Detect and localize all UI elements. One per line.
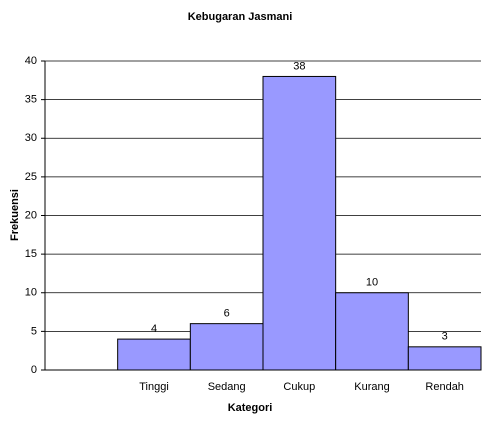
data-label: 4 xyxy=(151,323,157,335)
x-tick-label: Rendah xyxy=(425,381,464,393)
y-tick-label: 0 xyxy=(31,364,37,376)
y-tick-label: 15 xyxy=(25,248,37,260)
bar xyxy=(117,338,191,371)
bar xyxy=(189,323,264,371)
y-tick-label: 10 xyxy=(25,287,37,299)
x-tick-label: Sedang xyxy=(208,381,246,393)
data-label: 3 xyxy=(442,331,448,343)
y-tick-label: 25 xyxy=(25,171,37,183)
bar xyxy=(335,292,409,371)
x-tick-label: Tinggi xyxy=(139,381,169,393)
x-axis-label: Kategori xyxy=(228,402,273,414)
x-tick-label: Kurang xyxy=(354,381,389,393)
x-tick-label: Cukup xyxy=(283,381,315,393)
bar xyxy=(262,75,337,371)
data-label: 38 xyxy=(293,60,305,72)
y-tick-label: 20 xyxy=(25,209,37,221)
bar xyxy=(407,346,482,371)
data-label: 10 xyxy=(366,277,378,289)
y-tick-label: 35 xyxy=(25,94,37,106)
data-label: 6 xyxy=(224,308,230,320)
y-tick-label: 40 xyxy=(25,55,37,67)
y-tick-label: 30 xyxy=(25,132,37,144)
y-axis-label: Frekuensi xyxy=(9,189,21,241)
chart-title: Kebugaran Jasmani xyxy=(188,11,293,23)
y-tick-label: 5 xyxy=(31,325,37,337)
